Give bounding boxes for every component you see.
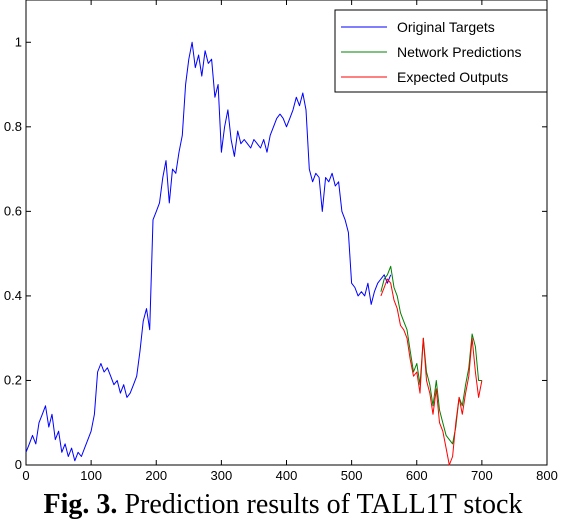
x-tick-label: 200 [145, 468, 167, 483]
y-tick-label: 0 [15, 457, 22, 472]
figure-caption: Fig. 3. Prediction results of TALL1T sto… [0, 488, 566, 522]
y-tick-label: 0.6 [4, 203, 22, 218]
caption-text: Prediction results of TALL1T stock [117, 489, 523, 520]
series-line-1 [25, 41, 392, 462]
chart: 0 100 200 300 400 500 600 700 80000.20.40.60.81 … [4, 0, 558, 483]
caption-label: Fig. 3. [43, 489, 118, 520]
x-tick-label: 600 [406, 468, 428, 483]
legend-box [334, 9, 548, 93]
x-tick-label: 0 [22, 468, 29, 483]
series-line-3 [380, 278, 483, 466]
x-tick-label: 800 [536, 468, 558, 483]
legend: Original Targets Network Predictions Expec… [334, 9, 548, 93]
legend-label: Expected Outputs [397, 69, 508, 85]
legend-label: Original Targets [397, 19, 495, 35]
y-tick-label: 0.4 [4, 288, 22, 303]
legend-label: Network Predictions [397, 44, 522, 60]
series-lines [25, 41, 483, 466]
series-line-2 [380, 265, 482, 445]
x-tick-label: 400 [276, 468, 298, 483]
x-tick-label: 100 [80, 468, 102, 483]
y-tick-label: 0.2 [4, 372, 22, 387]
x-tick-label: 300 [211, 468, 233, 483]
axis-ticks: 0 100 200 300 400 500 600 700 800 0 0.2 0.4 0.6 0.8 1 [4, 0, 558, 483]
x-tick-label: 500 [341, 468, 363, 483]
x-tick-label: 700 [471, 468, 493, 483]
y-tick-label: 1 [15, 34, 22, 49]
y-tick-label: 0.8 [4, 119, 22, 134]
